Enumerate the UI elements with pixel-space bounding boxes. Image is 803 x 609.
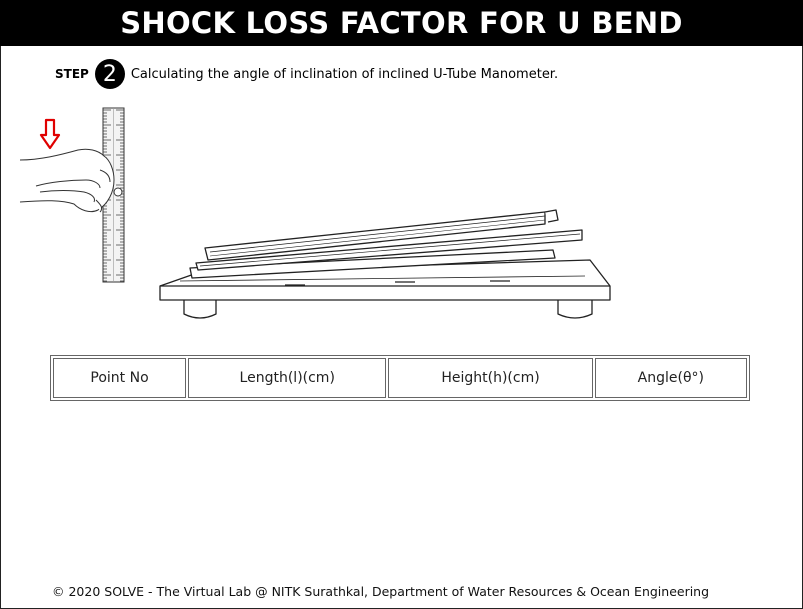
readings-table: Point No Length(l)(cm) Height(h)(cm) Ang… [50,355,750,401]
ruler[interactable] [102,107,125,283]
header-angle: Angle(θ°) [594,358,747,398]
step-instruction: STEP 2 Calculating the angle of inclinat… [55,59,559,89]
header-point-no: Point No [53,358,187,398]
step-number-badge: 2 [94,59,125,89]
inclined-manometer[interactable] [159,209,611,319]
header-length: Length(l)(cm) [188,358,387,398]
hand-icon [19,148,123,213]
footer-copyright: © 2020 SOLVE - The Virtual Lab @ NITK Su… [52,584,710,599]
down-arrow-icon[interactable] [39,118,61,150]
experiment-illustration [19,107,611,319]
page-title: SHOCK LOSS FACTOR FOR U BEND [0,0,803,46]
step-text: Calculating the angle of inclination of … [130,66,559,82]
table-header-row: Point No Length(l)(cm) Height(h)(cm) Ang… [53,358,747,398]
header-height: Height(h)(cm) [388,358,593,398]
step-label: STEP [55,67,89,81]
